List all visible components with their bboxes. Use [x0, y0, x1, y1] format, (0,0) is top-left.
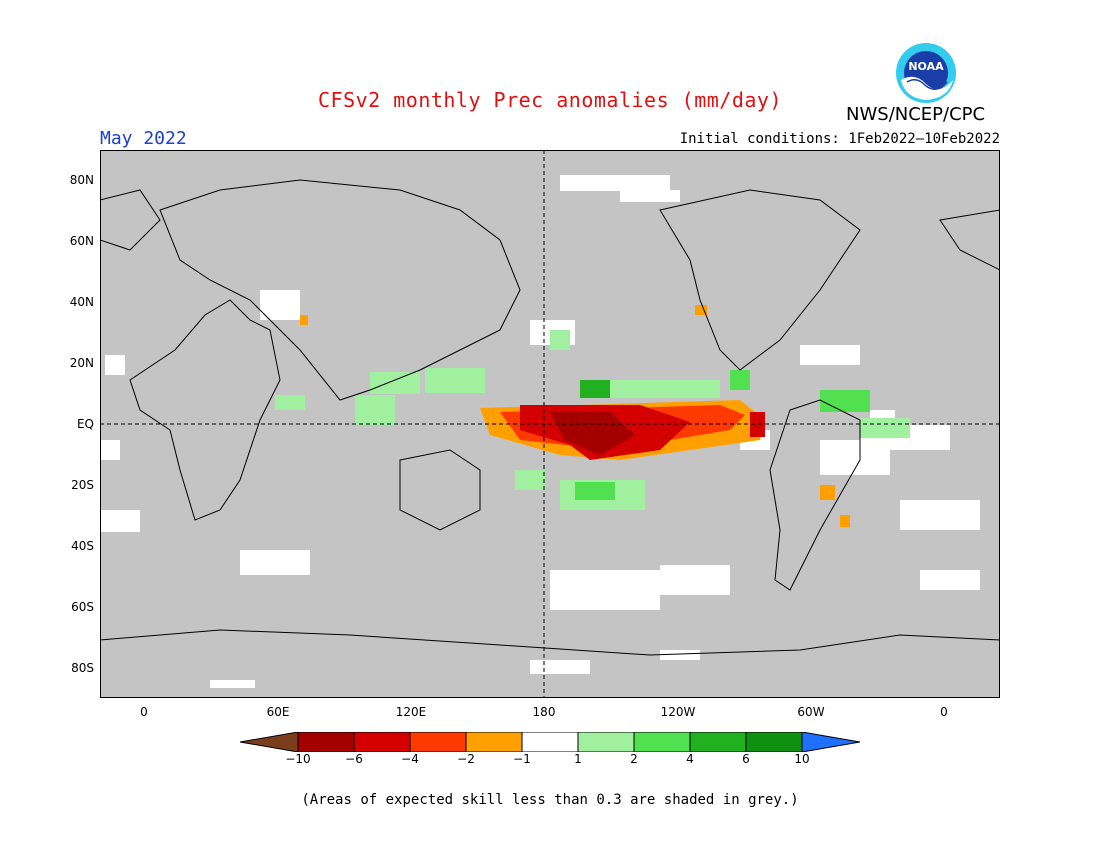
- lat-label: 20N: [69, 356, 94, 370]
- colorbar-arrow-low: [240, 732, 299, 752]
- colorbar-cell: [633, 732, 691, 752]
- colorbar-label: −2: [457, 752, 475, 766]
- lat-label: 60N: [69, 234, 94, 248]
- lat-label: 80S: [71, 661, 94, 675]
- colorbar-cell: [409, 732, 467, 752]
- lat-label: EQ: [76, 417, 94, 431]
- anomaly-map: [100, 150, 1000, 698]
- lon-label: 0: [140, 705, 148, 719]
- colorbar-label: −10: [285, 752, 311, 766]
- map-title: CFSv2 monthly Prec anomalies (mm/day): [317, 88, 783, 112]
- lat-label: 40N: [69, 295, 94, 309]
- neutral-anomaly-patches: [100, 175, 980, 688]
- initial-conditions-label: Initial conditions: 1Feb2022–10Feb2022: [679, 131, 1000, 147]
- colorbar-cell: [577, 732, 635, 752]
- colorbar-arrow-high: [801, 732, 860, 752]
- colorbar-cell: [689, 732, 747, 752]
- colorbar-cell: [521, 732, 579, 752]
- coastlines: [100, 179, 1000, 656]
- colorbar-cell: [297, 732, 355, 752]
- lon-label: 60E: [266, 705, 290, 719]
- colorbar: [240, 732, 860, 752]
- lon-label: 0: [940, 705, 948, 719]
- lon-label: 60W: [797, 705, 825, 719]
- lon-label: 180: [532, 705, 556, 719]
- colorbar-cell: [353, 732, 411, 752]
- logo-text: NOAA: [908, 60, 944, 73]
- colorbar-label: 10: [794, 752, 810, 766]
- lat-label: 40S: [71, 539, 94, 553]
- lat-label: 60S: [71, 600, 94, 614]
- colorbar-cell: [745, 732, 803, 752]
- colorbar-label: 4: [686, 752, 694, 766]
- colorbar-label: −6: [345, 752, 363, 766]
- colorbar-label: 1: [574, 752, 582, 766]
- colorbar-label: 6: [742, 752, 750, 766]
- negative-anomaly-tongue: [300, 305, 850, 527]
- lon-label: 120E: [395, 705, 427, 719]
- colorbar-label: −1: [513, 752, 531, 766]
- month-label: May 2022: [100, 128, 187, 149]
- skill-footnote: (Areas of expected skill less than 0.3 a…: [301, 792, 799, 808]
- colorbar-label: 2: [630, 752, 638, 766]
- lon-label: 120W: [660, 705, 696, 719]
- positive-anomaly-patches: [275, 330, 910, 510]
- noaa-logo-icon: NOAA: [896, 43, 956, 103]
- lat-label: 80N: [69, 173, 94, 187]
- lat-label: 20S: [71, 478, 94, 492]
- colorbar-cell: [465, 732, 523, 752]
- colorbar-label: −4: [401, 752, 419, 766]
- organization-label: NWS/NCEP/CPC: [846, 104, 986, 125]
